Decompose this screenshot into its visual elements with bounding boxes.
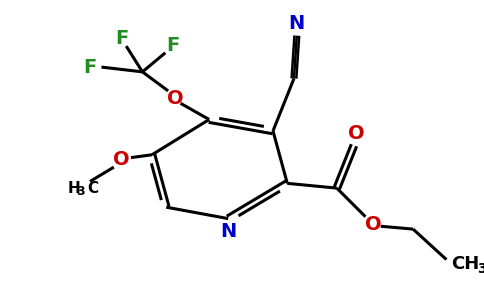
Text: H: H: [68, 181, 81, 196]
Text: C: C: [87, 181, 98, 196]
Text: CH: CH: [451, 255, 480, 273]
Text: O: O: [167, 89, 184, 108]
Text: F: F: [115, 29, 128, 48]
Text: O: O: [365, 215, 381, 234]
Text: F: F: [166, 36, 180, 55]
Text: O: O: [113, 150, 130, 169]
Text: F: F: [83, 58, 97, 76]
Text: O: O: [348, 124, 364, 143]
Text: N: N: [220, 222, 236, 242]
Text: 3: 3: [477, 262, 484, 276]
Text: 3: 3: [76, 185, 84, 198]
Text: N: N: [288, 14, 305, 33]
